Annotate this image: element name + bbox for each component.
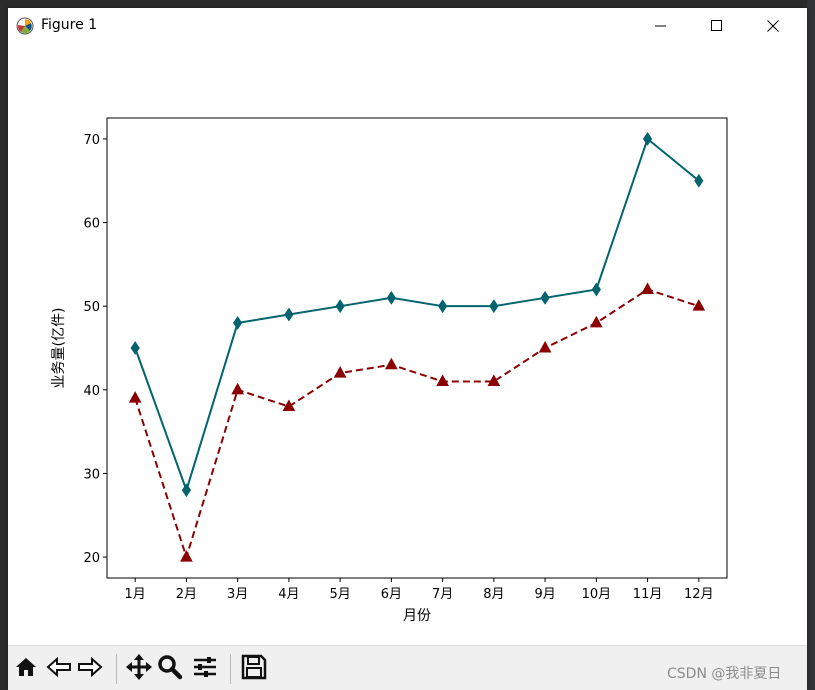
- forward-arrow-icon: [77, 655, 103, 683]
- x-tick-label: 1月: [125, 587, 146, 602]
- axes-frame: [106, 117, 728, 579]
- background-editor-edge: [807, 0, 815, 690]
- data-point-series-1: [233, 316, 243, 330]
- configure-subplots-icon: [192, 654, 218, 684]
- data-point-series-2: [282, 399, 296, 412]
- forward-button[interactable]: [77, 656, 103, 682]
- data-point-series-2: [692, 299, 706, 311]
- series-line-2: [134, 288, 700, 561]
- x-tick-label: 6月: [381, 587, 402, 602]
- data-point-series-1: [386, 290, 396, 305]
- data-point-series-1: [694, 173, 704, 188]
- minimize-button[interactable]: [638, 8, 684, 44]
- line-chart: 20 30 40 50 60 70 1月 2月 3月 4月 5月 6月 7月 8月 9月 10月 11月 12月月…: [51, 117, 728, 624]
- data-point-series-2: [231, 382, 245, 395]
- minimize-icon: [655, 17, 667, 36]
- navigation-toolbar: [8, 645, 807, 690]
- y-tick-label: 40: [83, 384, 100, 399]
- pan-move-icon: [126, 654, 152, 684]
- close-button[interactable]: [750, 8, 796, 44]
- data-point-series-1: [489, 299, 499, 314]
- toolbar-separator: [230, 654, 231, 684]
- data-point-series-2: [641, 282, 654, 294]
- data-point-series-2: [436, 374, 449, 386]
- x-tick-label: 12月: [684, 587, 714, 602]
- back-button[interactable]: [46, 656, 72, 682]
- matplotlib-icon: [16, 17, 34, 35]
- y-tick-label: 20: [83, 551, 100, 566]
- x-tick-label: 7月: [432, 587, 453, 602]
- data-point-series-1: [335, 299, 345, 314]
- series-line-1: [134, 137, 700, 494]
- save-button[interactable]: [241, 654, 267, 684]
- y-tick-label: 30: [83, 467, 100, 482]
- toolbar-separator: [116, 654, 117, 684]
- x-tick-label: 2月: [176, 587, 197, 602]
- maximize-button[interactable]: [694, 8, 740, 44]
- y-axis-label: 业务量(亿件): [51, 308, 67, 389]
- zoom-magnifier-icon: [157, 654, 183, 684]
- x-tick-label: 11月: [633, 587, 663, 602]
- background-taskbar: [0, 0, 815, 10]
- x-tick-label: 3月: [227, 587, 248, 602]
- x-tick-label: 4月: [278, 587, 299, 602]
- close-icon: [767, 17, 779, 36]
- home-icon: [14, 655, 38, 683]
- data-point-series-1: [438, 299, 448, 314]
- window-title: Figure 1: [41, 17, 98, 33]
- data-point-series-2: [487, 374, 501, 386]
- x-tick-label: 10月: [582, 587, 612, 602]
- title-bar: Figure 1: [8, 8, 807, 44]
- watermark: CSDN @我非夏日: [667, 666, 782, 682]
- x-tick-label: 9月: [534, 587, 555, 602]
- plot-canvas[interactable]: 20 30 40 50 60 70 1月 2月 3月 4月 5月 6月 7月 8月 9月 10月 11月 12月月…: [8, 44, 807, 644]
- data-point-series-2: [333, 366, 347, 378]
- save-disk-icon: [241, 654, 267, 684]
- pan-button[interactable]: [126, 654, 152, 684]
- y-tick-label: 50: [83, 300, 100, 315]
- figure-window: Figure 1 20 30 40 50 60 70 1月 2月 3月 4月 5月 6月 7月 8月 9月 1…: [8, 8, 807, 690]
- home-button[interactable]: [13, 656, 39, 682]
- data-point-series-2: [180, 550, 193, 562]
- x-axis-label: 月份: [403, 608, 431, 624]
- y-tick-label: 70: [83, 133, 100, 148]
- data-point-series-1: [130, 341, 140, 355]
- data-point-series-2: [589, 315, 603, 328]
- x-tick-label: 5月: [329, 587, 350, 602]
- data-point-series-1: [540, 290, 550, 305]
- data-point-series-1: [591, 282, 601, 297]
- configure-subplots-button[interactable]: [192, 656, 218, 682]
- data-point-series-2: [128, 391, 142, 403]
- x-tick-label: 8月: [483, 587, 504, 602]
- data-point-series-2: [538, 340, 552, 353]
- data-point-series-1: [181, 483, 192, 498]
- data-point-series-2: [385, 357, 398, 370]
- data-point-series-1: [284, 307, 294, 322]
- maximize-icon: [711, 17, 723, 36]
- back-arrow-icon: [46, 655, 72, 683]
- zoom-button[interactable]: [157, 654, 183, 684]
- data-point-series-1: [642, 132, 653, 146]
- y-tick-label: 60: [83, 217, 100, 232]
